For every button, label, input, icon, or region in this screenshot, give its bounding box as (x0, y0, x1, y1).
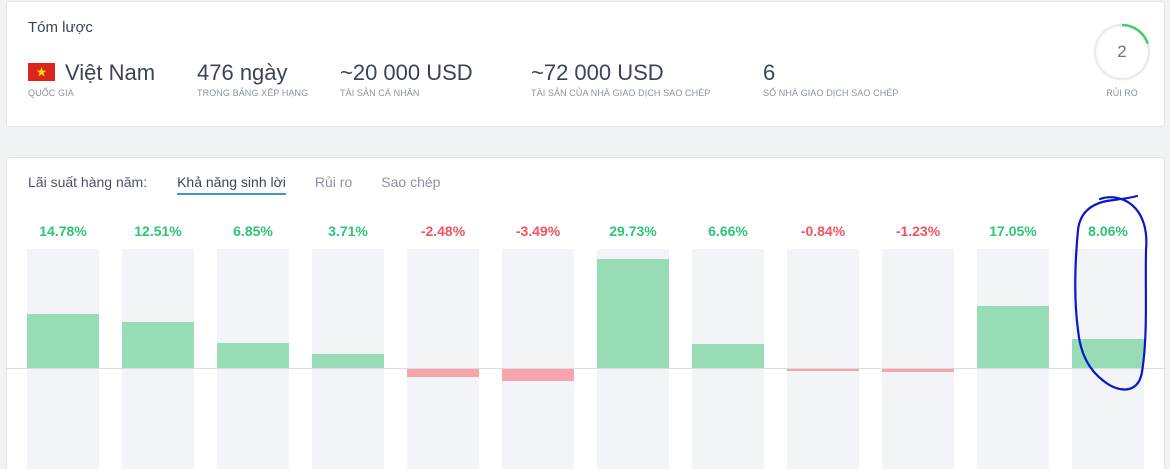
tab-risk[interactable]: Rủi ro (314, 174, 353, 190)
return-bar[interactable] (1072, 338, 1144, 368)
copier-assets-label: TÀI SẢN CỦA NHÀ GIAO DỊCH SAO CHÉP (531, 88, 711, 98)
tab-copy[interactable]: Sao chép (381, 174, 441, 190)
annual-returns-card: Lãi suất hàng năm: Khả năng sinh lời Rủi… (6, 157, 1166, 469)
risk-gauge: 2 (1093, 23, 1151, 81)
country-label: QUỐC GIA (28, 88, 74, 98)
return-bar[interactable] (977, 305, 1049, 368)
copiers-label: SỐ NHÀ GIAO DỊCH SAO CHÉP (763, 88, 899, 98)
return-bar[interactable] (882, 368, 954, 373)
returns-header: Lãi suất hàng năm: Khả năng sinh lời Rủi… (28, 174, 469, 196)
return-value-label: 8.06% (1088, 223, 1128, 239)
return-value-label: 29.73% (609, 223, 657, 239)
return-bar[interactable] (27, 314, 99, 368)
country-stat: Việt Nam QUỐC GIA (28, 60, 155, 98)
returns-label: Lãi suất hàng năm: (28, 174, 148, 190)
summary-card: Tóm lược Việt Nam QUỐC GIA 476 ngày TRON… (6, 1, 1165, 127)
return-bar[interactable] (692, 343, 764, 368)
days-label: TRONG BẢNG XẾP HẠNG (197, 88, 309, 98)
return-value-label: 12.51% (134, 223, 182, 239)
summary-title: Tóm lược (28, 19, 93, 36)
days-value: 476 ngày (197, 60, 288, 85)
return-bar[interactable] (407, 368, 479, 378)
bar-background (882, 249, 954, 469)
copiers-stat: 6 SỐ NHÀ GIAO DỊCH SAO CHÉP (763, 60, 899, 98)
days-stat: 476 ngày TRONG BẢNG XẾP HẠNG (197, 60, 308, 98)
vietnam-flag-icon (28, 63, 55, 82)
risk-label: RỦI RO (1106, 88, 1138, 98)
return-value-label: 3.71% (328, 223, 368, 239)
annual-returns-chart: 14.78% 12.51% 6.85% 3.71% -2.48% -3.49% 29.73%… (7, 158, 1166, 469)
copier-assets-value: ~72 000 USD (531, 60, 664, 85)
return-value-label: 17.05% (989, 223, 1037, 239)
return-value-label: -1.23% (895, 223, 941, 239)
return-value-label: -2.48% (420, 223, 466, 239)
bar-background (787, 249, 859, 469)
return-bar[interactable] (597, 259, 669, 368)
zero-baseline (7, 368, 1166, 369)
return-value-label: 14.78% (39, 223, 87, 239)
return-value-label: 6.66% (708, 223, 748, 239)
return-bar[interactable] (122, 322, 194, 368)
risk-value: 2 (1117, 42, 1127, 61)
copier-assets-stat: ~72 000 USD TÀI SẢN CỦA NHÀ GIAO DỊCH SA… (531, 60, 710, 98)
personal-assets-value: ~20 000 USD (340, 60, 473, 85)
personal-assets-stat: ~20 000 USD TÀI SẢN CÁ NHÂN (340, 60, 473, 98)
return-bar[interactable] (502, 368, 574, 381)
return-value-label: -3.49% (515, 223, 561, 239)
personal-assets-label: TÀI SẢN CÁ NHÂN (340, 88, 420, 98)
return-value-label: -0.84% (800, 223, 846, 239)
return-value-label: 6.85% (233, 223, 273, 239)
return-bar[interactable] (217, 342, 289, 368)
country-value: Việt Nam (65, 60, 156, 85)
copiers-value: 6 (763, 60, 776, 85)
bar-background (502, 249, 574, 469)
tab-profitability[interactable]: Khả năng sinh lời (177, 174, 286, 195)
return-bar[interactable] (787, 368, 859, 372)
bar-background (407, 249, 479, 469)
return-bar[interactable] (312, 354, 384, 368)
